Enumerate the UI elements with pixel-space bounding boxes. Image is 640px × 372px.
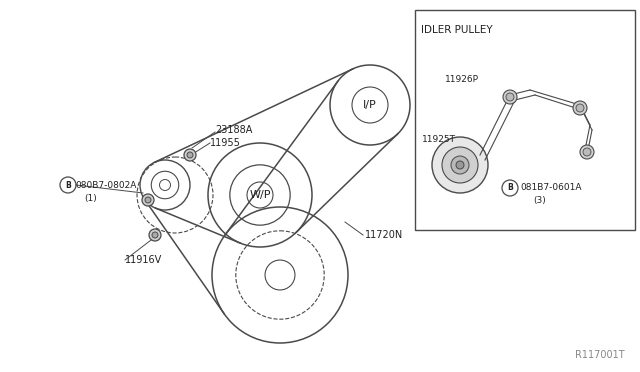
Text: IDLER PULLEY: IDLER PULLEY <box>421 25 493 35</box>
Circle shape <box>142 194 154 206</box>
Text: (1): (1) <box>84 193 97 202</box>
Circle shape <box>583 148 591 156</box>
Circle shape <box>503 90 517 104</box>
Circle shape <box>576 104 584 112</box>
Circle shape <box>456 161 464 169</box>
Text: B: B <box>507 183 513 192</box>
Circle shape <box>451 156 469 174</box>
Text: 11720N: 11720N <box>365 230 403 240</box>
Text: I/P: I/P <box>363 100 377 110</box>
Text: W/P: W/P <box>249 190 271 200</box>
Circle shape <box>184 149 196 161</box>
Text: 23188A: 23188A <box>215 125 252 135</box>
Text: 081B7-0601A: 081B7-0601A <box>520 183 582 192</box>
Text: 11925T: 11925T <box>422 135 456 144</box>
Circle shape <box>442 147 478 183</box>
Text: 11955: 11955 <box>210 138 241 148</box>
Text: (3): (3) <box>533 196 546 205</box>
Text: 11926P: 11926P <box>445 76 479 84</box>
Circle shape <box>152 232 158 238</box>
Circle shape <box>506 93 514 101</box>
Text: 080B7-0802A: 080B7-0802A <box>75 180 136 189</box>
Circle shape <box>573 101 587 115</box>
Bar <box>415 10 635 230</box>
Circle shape <box>149 229 161 241</box>
Circle shape <box>580 145 594 159</box>
Circle shape <box>145 197 151 203</box>
Text: B: B <box>65 180 71 189</box>
Text: R117001T: R117001T <box>575 350 625 360</box>
Text: 11916V: 11916V <box>125 255 163 265</box>
Circle shape <box>187 152 193 158</box>
Circle shape <box>432 137 488 193</box>
